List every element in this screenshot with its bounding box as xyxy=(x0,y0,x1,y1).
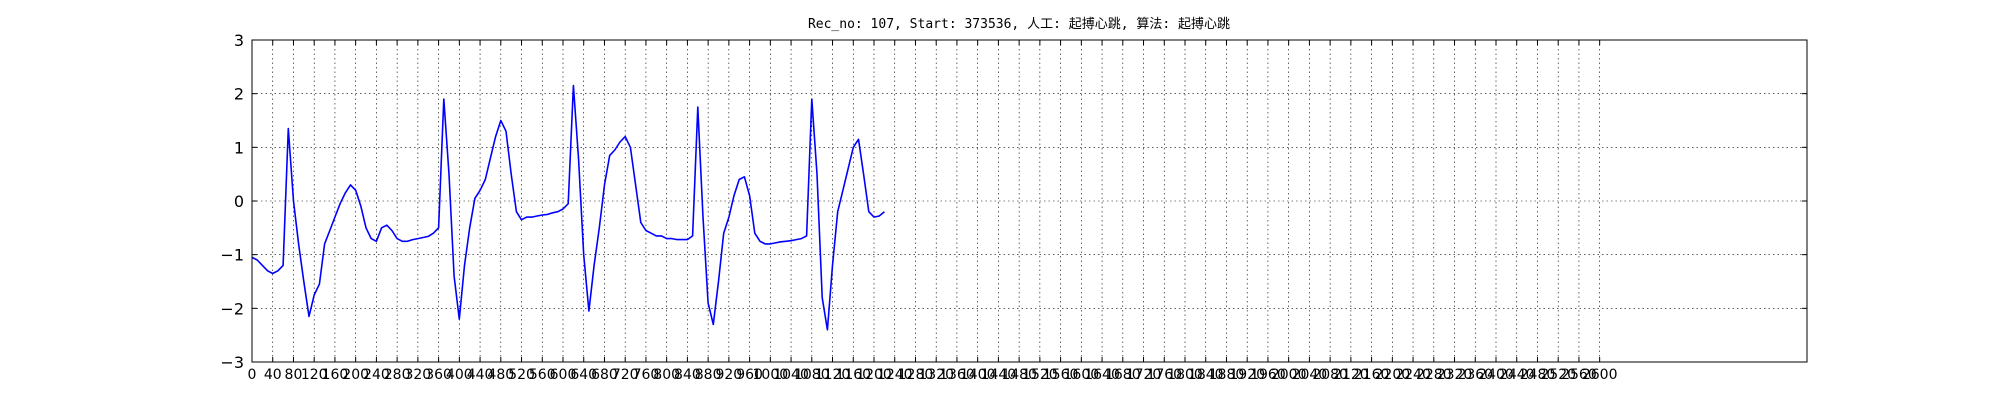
x-tick-label: 1600 xyxy=(1064,367,1100,383)
chart-title: Rec_no: 107, Start: 373536, 人工: 起搏心跳, 算法… xyxy=(808,16,1230,32)
x-tick-label: 1240 xyxy=(877,367,913,383)
x-tick-label: 2000 xyxy=(1271,367,1307,383)
grid xyxy=(252,40,1807,362)
y-tick-label: 0 xyxy=(234,192,244,211)
x-tick-label: 2520 xyxy=(1540,367,1576,383)
x-tick-label: 2160 xyxy=(1354,367,1390,383)
x-tick-label: 1120 xyxy=(815,367,851,383)
series-line-1 xyxy=(251,84,885,331)
x-tick-label: 80 xyxy=(285,367,303,383)
x-tick-label: 600 xyxy=(550,367,577,383)
x-tick-label: 880 xyxy=(695,367,722,383)
x-tick-label: 2280 xyxy=(1416,367,1452,383)
x-tick-label: 1720 xyxy=(1126,367,1162,383)
y-tick-label: 3 xyxy=(234,31,244,50)
x-tick-label: 1880 xyxy=(1209,367,1245,383)
x-tick-label: 1040 xyxy=(773,367,809,383)
x-tick-label: 200 xyxy=(342,367,369,383)
x-tick-label: 800 xyxy=(653,367,680,383)
axes-frame xyxy=(251,39,1808,363)
x-tick-label: 1160 xyxy=(835,367,871,383)
x-tick-label: 680 xyxy=(591,367,618,383)
x-tick-label: 40 xyxy=(264,367,282,383)
x-tick-label: 520 xyxy=(508,367,535,383)
x-tick-label: 2400 xyxy=(1478,367,1514,383)
x-tick-label: 2480 xyxy=(1520,367,1556,383)
x-tick-label: 320 xyxy=(404,367,431,383)
x-tick-label: 1280 xyxy=(898,367,934,383)
x-tick-label: 1000 xyxy=(753,367,789,383)
x-tick-label: 1400 xyxy=(960,367,996,383)
x-tick-label: 1800 xyxy=(1167,367,1203,383)
y-axis-ticks: −3 −2 −1 0 1 2 3 xyxy=(220,31,1807,372)
x-tick-label: 1480 xyxy=(1001,367,1037,383)
x-tick-label: 1440 xyxy=(981,367,1017,383)
x-tick-label: 920 xyxy=(715,367,742,383)
y-tick-label: −1 xyxy=(220,246,244,265)
x-tick-label: 360 xyxy=(425,367,452,383)
x-tick-label: 160 xyxy=(322,367,349,383)
x-tick-label: 560 xyxy=(529,367,556,383)
x-tick-label: 120 xyxy=(301,367,328,383)
x-tick-label: 1520 xyxy=(1022,367,1058,383)
x-tick-label: 240 xyxy=(363,367,390,383)
x-tick-label: 960 xyxy=(736,367,763,383)
x-tick-label: 1640 xyxy=(1084,367,1120,383)
x-axis-ticks: 0 40 8012016020024028032036040044048052056… xyxy=(248,40,1618,383)
y-tick-label: 1 xyxy=(234,138,244,157)
x-tick-label: 640 xyxy=(570,367,597,383)
x-tick-label: 1560 xyxy=(1043,367,1079,383)
x-tick-label: 2120 xyxy=(1333,367,1369,383)
plot-area xyxy=(251,84,885,331)
x-tick-label: 2320 xyxy=(1437,367,1473,383)
x-tick-label: 720 xyxy=(612,367,639,383)
x-tick-label: 1680 xyxy=(1105,367,1141,383)
y-tick-label: −3 xyxy=(220,353,244,372)
x-tick-label: 400 xyxy=(446,367,473,383)
x-tick-label: 2440 xyxy=(1499,367,1535,383)
x-tick-label: 2040 xyxy=(1292,367,1328,383)
x-tick-label: 1920 xyxy=(1229,367,1265,383)
x-tick-label: 1760 xyxy=(1146,367,1182,383)
x-tick-label: 0 xyxy=(248,367,257,383)
x-tick-label: 760 xyxy=(633,367,660,383)
x-tick-label: 2360 xyxy=(1457,367,1493,383)
x-tick-label: 440 xyxy=(467,367,494,383)
y-tick-label: 2 xyxy=(234,85,244,104)
x-tick-label: 2200 xyxy=(1375,367,1411,383)
x-tick-label: 1200 xyxy=(856,367,892,383)
x-tick-label: 1080 xyxy=(794,367,830,383)
x-tick-label: 2600 xyxy=(1582,367,1618,383)
x-tick-label: 280 xyxy=(384,367,411,383)
x-tick-label: 2560 xyxy=(1561,367,1597,383)
y-tick-label: −2 xyxy=(220,299,244,318)
x-tick-label: 1360 xyxy=(939,367,975,383)
x-tick-label: 1840 xyxy=(1188,367,1224,383)
x-tick-label: 1320 xyxy=(918,367,954,383)
x-tick-label: 480 xyxy=(487,367,514,383)
x-tick-label: 2080 xyxy=(1312,367,1348,383)
x-tick-label: 1960 xyxy=(1250,367,1286,383)
x-tick-label: 840 xyxy=(674,367,701,383)
x-tick-label: 2240 xyxy=(1395,367,1431,383)
